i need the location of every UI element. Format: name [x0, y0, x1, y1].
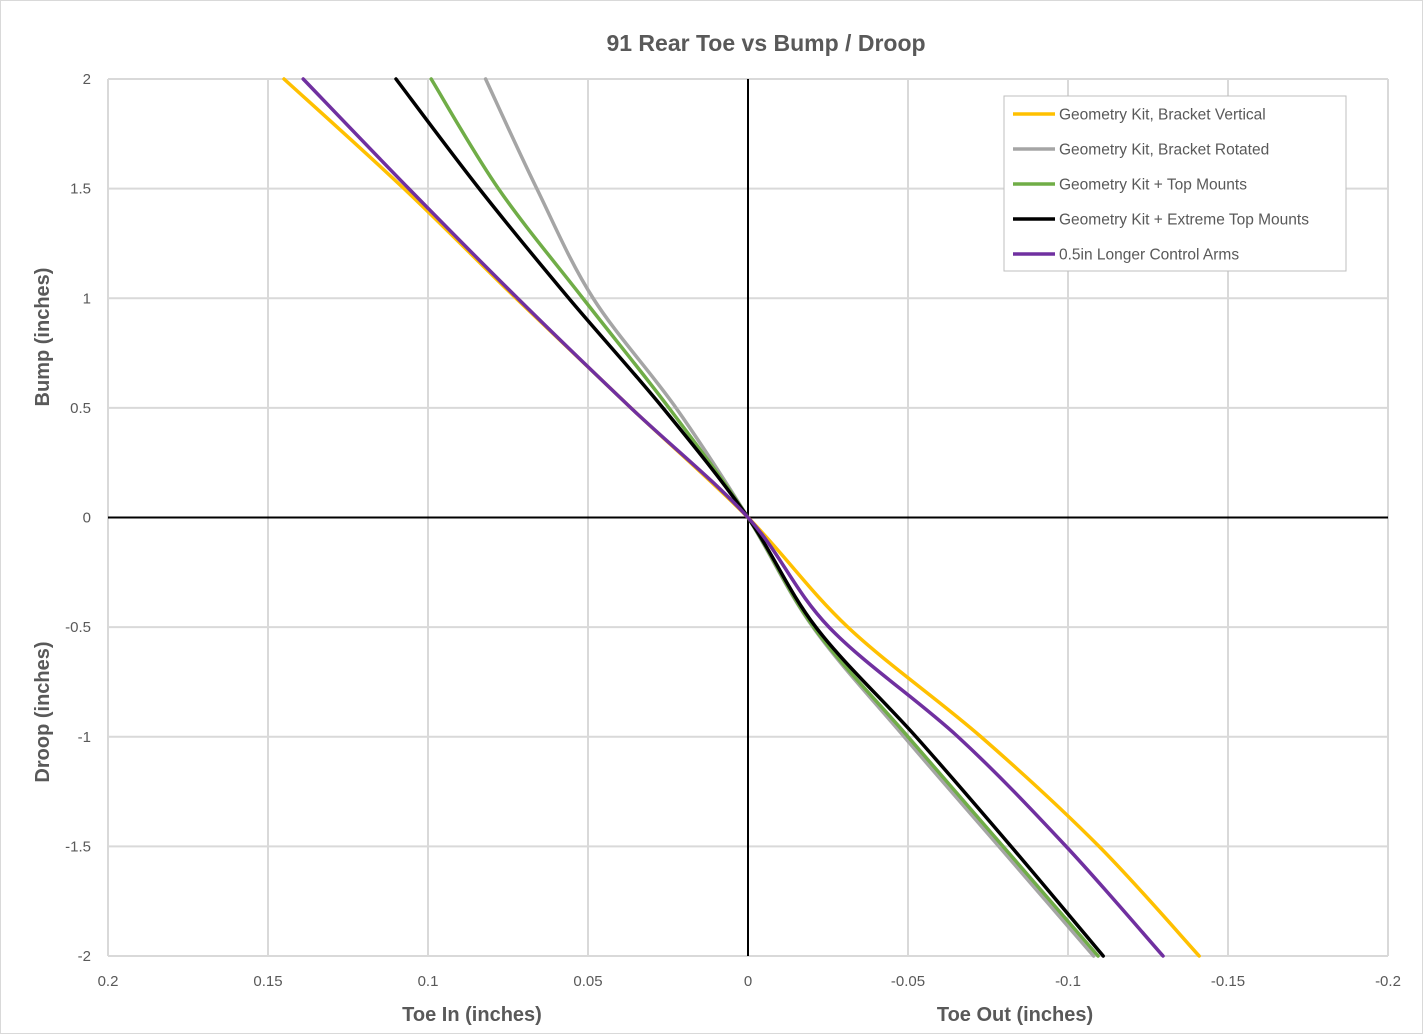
x-tick-label: 0.15	[253, 973, 282, 990]
x-tick-label: -0.05	[891, 973, 925, 990]
x-axis-title-toe-in: Toe In (inches)	[402, 1004, 542, 1026]
legend-label: Geometry Kit + Top Mounts	[1059, 177, 1247, 194]
y-tick-label: 2	[83, 71, 91, 88]
series-lines	[282, 77, 1201, 958]
x-tick-label: -0.15	[1211, 973, 1245, 990]
y-tick-label: 1.5	[70, 181, 91, 198]
y-axis-title-bump: Bump (inches)	[32, 268, 54, 407]
y-tick-label: -1.5	[65, 838, 91, 855]
legend-label: Geometry Kit, Bracket Vertical	[1059, 107, 1266, 124]
legend: Geometry Kit, Bracket Vertical Geometry K…	[1003, 95, 1347, 272]
x-axis-title-toe-out: Toe Out (inches)	[937, 1004, 1093, 1026]
legend-label: Geometry Kit + Extreme Top Mounts	[1059, 212, 1309, 229]
y-tick-label: 1	[83, 290, 91, 307]
legend-box	[1003, 95, 1347, 272]
y-tick-label: -0.5	[65, 619, 91, 636]
tick-labels: 0.2 0.15 0.1 0.05 0 -0.05 -0.1 -0.15 -0.2 2 1.5 1 0.…	[65, 71, 1401, 990]
y-tick-label: -2	[78, 948, 91, 965]
x-tick-label: -0.2	[1375, 973, 1401, 990]
x-tick-label: 0.2	[98, 973, 119, 990]
series-line-4	[301, 77, 1165, 958]
x-tick-label: 0.05	[573, 973, 602, 990]
x-tick-label: 0	[744, 973, 752, 990]
y-axis-title-droop: Droop (inches)	[32, 641, 54, 782]
legend-label: 0.5in Longer Control Arms	[1059, 247, 1239, 264]
legend-label: Geometry Kit, Bracket Rotated	[1059, 142, 1269, 159]
chart-title: 91 Rear Toe vs Bump / Droop	[606, 30, 925, 56]
y-tick-label: 0.5	[70, 400, 91, 417]
y-tick-label: 0	[83, 510, 91, 527]
x-tick-label: -0.1	[1055, 973, 1081, 990]
y-tick-label: -1	[78, 729, 91, 746]
x-tick-label: 0.1	[418, 973, 439, 990]
